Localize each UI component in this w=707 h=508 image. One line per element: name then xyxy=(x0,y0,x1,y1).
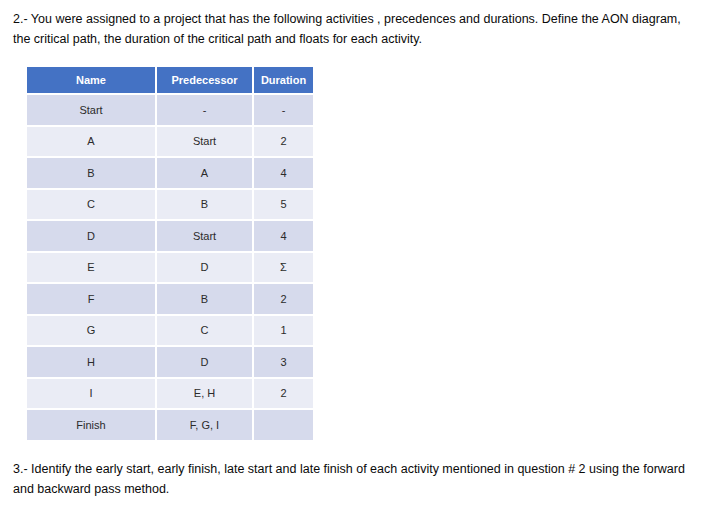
cell-predecessor: A xyxy=(157,158,252,188)
table-row: A Start 2 xyxy=(27,127,313,157)
header-name: Name xyxy=(27,67,155,93)
cell-name: F xyxy=(27,284,155,314)
cell-duration: - xyxy=(254,95,313,125)
cell-predecessor: C xyxy=(157,316,252,346)
header-row: Name Predecessor Duration xyxy=(27,67,313,93)
table-row: F B 2 xyxy=(27,284,313,314)
table-row: Finish F, G, I xyxy=(27,410,313,440)
cell-predecessor: F, G, I xyxy=(157,410,252,440)
cell-predecessor: Start xyxy=(157,127,252,157)
table-row: H D 3 xyxy=(27,347,313,377)
table-row: E D Σ xyxy=(27,253,313,283)
cell-duration: 4 xyxy=(254,158,313,188)
cell-duration xyxy=(254,410,313,440)
cell-name: B xyxy=(27,158,155,188)
cell-name: C xyxy=(27,190,155,220)
cell-name: H xyxy=(27,347,155,377)
cell-name: Start xyxy=(27,95,155,125)
cell-name: A xyxy=(27,127,155,157)
activities-table: Name Predecessor Duration Start - - A St… xyxy=(25,65,315,442)
cell-predecessor: D xyxy=(157,253,252,283)
table-row: D Start 4 xyxy=(27,221,313,251)
cell-predecessor: Start xyxy=(157,221,252,251)
table-row: Start - - xyxy=(27,95,313,125)
cell-predecessor: B xyxy=(157,284,252,314)
cell-duration: Σ xyxy=(254,253,313,283)
cell-name: D xyxy=(27,221,155,251)
table-row: G C 1 xyxy=(27,316,313,346)
document-page: 2.- You were assigned to a project that … xyxy=(0,0,707,508)
question-3-text: 3.- Identify the early start, early fini… xyxy=(0,459,707,499)
cell-duration: 4 xyxy=(254,221,313,251)
cell-duration: 3 xyxy=(254,347,313,377)
header-predecessor: Predecessor xyxy=(157,67,252,93)
cell-predecessor: E, H xyxy=(157,379,252,409)
question-2-text: 2.- You were assigned to a project that … xyxy=(0,0,707,49)
activities-table-body: Start - - A Start 2 B A 4 C B 5 D Start xyxy=(27,95,313,440)
cell-duration: 2 xyxy=(254,379,313,409)
cell-predecessor: - xyxy=(157,95,252,125)
table-row: C B 5 xyxy=(27,190,313,220)
table-row: I E, H 2 xyxy=(27,379,313,409)
activities-table-header: Name Predecessor Duration xyxy=(27,67,313,93)
cell-name: G xyxy=(27,316,155,346)
cell-predecessor: D xyxy=(157,347,252,377)
cell-duration: 1 xyxy=(254,316,313,346)
table-row: B A 4 xyxy=(27,158,313,188)
cell-duration: 2 xyxy=(254,127,313,157)
cell-name: E xyxy=(27,253,155,283)
cell-duration: 5 xyxy=(254,190,313,220)
cell-name: Finish xyxy=(27,410,155,440)
cell-duration: 2 xyxy=(254,284,313,314)
header-duration: Duration xyxy=(254,67,313,93)
cell-name: I xyxy=(27,379,155,409)
cell-predecessor: B xyxy=(157,190,252,220)
